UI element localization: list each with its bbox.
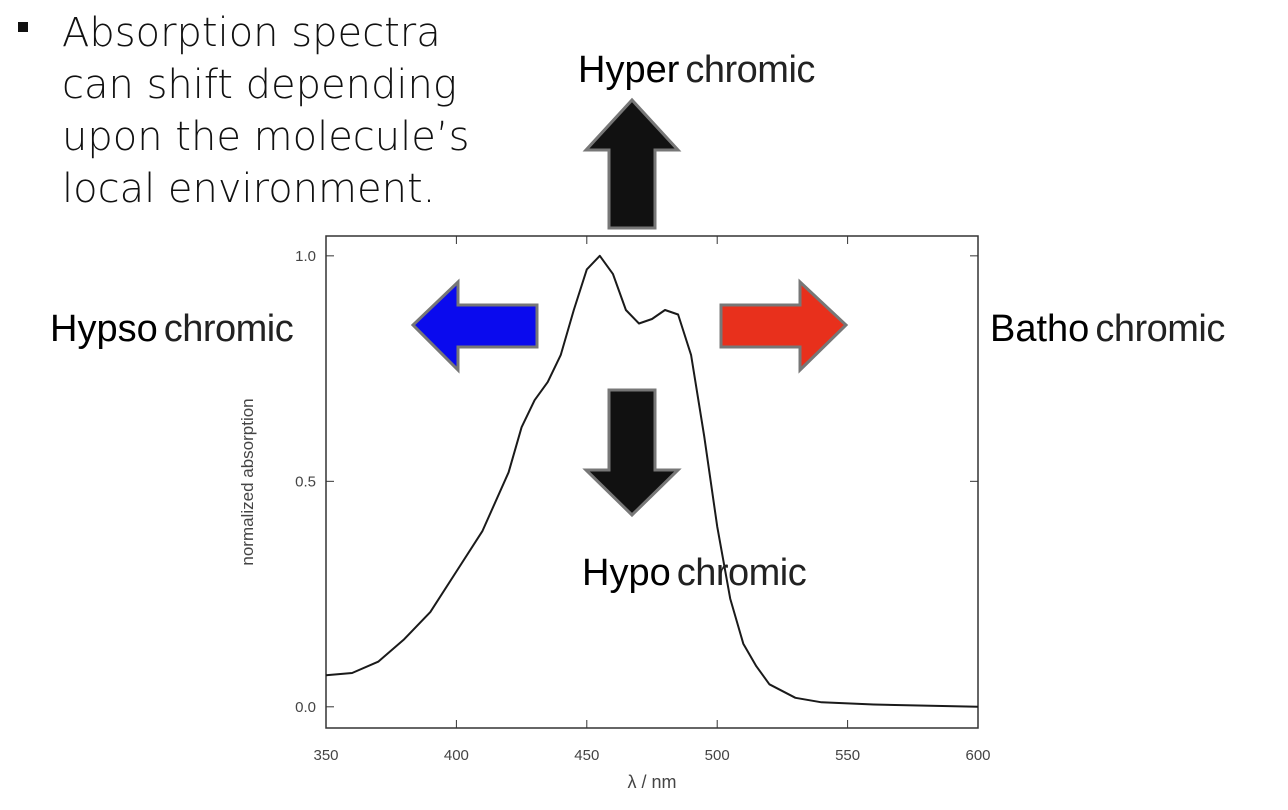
plot-frame	[325, 235, 979, 729]
y-tick-label: 1.0	[295, 248, 316, 265]
bullet-line: upon the molecule’s	[62, 114, 469, 160]
bullet-line: can shift depending	[62, 62, 457, 108]
arrow-left	[410, 278, 539, 374]
bullet-line: Absorption spectra	[62, 10, 441, 56]
annotation-rest: chromic	[164, 308, 294, 350]
annotation: Hyper chromic	[578, 49, 815, 91]
x-tick-label: 600	[965, 747, 990, 764]
x-tick-label: 450	[574, 747, 599, 764]
y-axis-label: normalized absorption	[238, 398, 257, 565]
y-tick-label: 0.5	[295, 473, 316, 490]
arrow-up	[582, 97, 682, 230]
annotation: Hypo chromic	[582, 552, 806, 594]
y-tick-label: 0.0	[295, 699, 316, 716]
x-tick-label: 550	[835, 747, 860, 764]
x-tick-label: 400	[444, 747, 469, 764]
annotation-rest: chromic	[1095, 308, 1225, 350]
annotation-rest: chromic	[685, 49, 815, 91]
x-tick-label: 500	[705, 747, 730, 764]
annotation-strong: Batho	[990, 308, 1089, 350]
bullet-text: Absorption spectra can shift depending upo…	[62, 10, 469, 212]
bullet-marker	[18, 22, 28, 32]
arrow-down	[582, 388, 682, 518]
annotation: Batho chromic	[990, 308, 1225, 350]
bullet-line: local environment.	[62, 166, 435, 212]
spectrum-line	[325, 254, 979, 708]
annotation-strong: Hypo	[582, 552, 671, 594]
arrow-right	[719, 278, 849, 374]
annotation-rest: chromic	[677, 552, 807, 594]
x-tick-label: 350	[313, 747, 338, 764]
annotation-strong: Hyper	[578, 49, 680, 91]
annotation-strong: Hypso	[50, 308, 158, 350]
x-axis-label: λ / nm	[627, 772, 676, 792]
annotation: Hypso chromic	[50, 308, 293, 350]
plot: 350 400 450 500 550 600 0.0 0.5 1.0 λ / nm normali…	[238, 236, 991, 792]
